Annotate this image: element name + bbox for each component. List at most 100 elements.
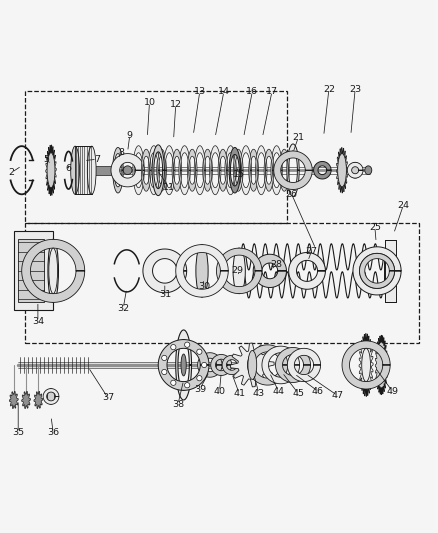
Text: 23: 23 — [348, 85, 360, 94]
Ellipse shape — [364, 166, 371, 175]
Polygon shape — [287, 349, 320, 382]
Polygon shape — [222, 356, 241, 375]
Polygon shape — [218, 149, 227, 191]
Polygon shape — [273, 151, 311, 189]
Polygon shape — [288, 253, 325, 289]
Circle shape — [196, 376, 201, 381]
Ellipse shape — [47, 389, 54, 405]
Polygon shape — [359, 253, 394, 288]
Polygon shape — [341, 341, 389, 389]
Text: 26: 26 — [285, 190, 297, 199]
Circle shape — [170, 380, 176, 385]
Text: 29: 29 — [230, 266, 243, 276]
Text: 15: 15 — [233, 170, 245, 179]
Text: 27: 27 — [305, 247, 317, 256]
Text: 44: 44 — [272, 387, 284, 395]
Text: 35: 35 — [12, 429, 24, 437]
Text: 13: 13 — [193, 87, 205, 96]
Text: 8: 8 — [118, 148, 124, 157]
Ellipse shape — [123, 166, 132, 175]
Polygon shape — [275, 348, 310, 383]
Text: 34: 34 — [32, 317, 44, 326]
Text: 39: 39 — [193, 384, 205, 393]
Ellipse shape — [180, 354, 186, 376]
Text: 10: 10 — [143, 98, 155, 107]
Polygon shape — [21, 391, 30, 409]
Text: 7: 7 — [94, 155, 100, 164]
Text: 17: 17 — [265, 87, 277, 96]
Text: 5: 5 — [43, 155, 49, 164]
Circle shape — [161, 356, 166, 360]
Text: 38: 38 — [171, 400, 184, 409]
Bar — [75, 146, 92, 195]
Text: 31: 31 — [159, 290, 170, 300]
Text: 43: 43 — [252, 389, 265, 398]
Ellipse shape — [337, 154, 346, 187]
Ellipse shape — [349, 163, 360, 178]
Polygon shape — [286, 144, 298, 197]
Circle shape — [170, 344, 176, 350]
Circle shape — [161, 369, 166, 375]
Polygon shape — [279, 149, 288, 191]
Polygon shape — [175, 245, 228, 297]
Polygon shape — [172, 149, 181, 191]
Polygon shape — [270, 146, 282, 195]
Polygon shape — [152, 145, 164, 196]
Polygon shape — [216, 248, 261, 294]
Text: 2: 2 — [9, 168, 14, 177]
Bar — [384, 240, 395, 302]
Ellipse shape — [48, 239, 58, 302]
Polygon shape — [346, 163, 362, 178]
Polygon shape — [336, 148, 347, 193]
Text: 49: 49 — [385, 387, 397, 395]
Polygon shape — [34, 391, 42, 409]
Polygon shape — [209, 146, 220, 195]
Text: 14: 14 — [217, 87, 230, 96]
Polygon shape — [264, 149, 273, 191]
Polygon shape — [133, 146, 144, 195]
Text: 36: 36 — [47, 429, 59, 437]
Bar — [18, 239, 44, 302]
Polygon shape — [233, 149, 243, 191]
Polygon shape — [163, 146, 174, 195]
Polygon shape — [240, 146, 251, 195]
Text: 40: 40 — [213, 387, 225, 395]
Polygon shape — [148, 146, 159, 195]
Polygon shape — [194, 146, 205, 195]
Polygon shape — [210, 354, 231, 375]
Polygon shape — [111, 154, 144, 187]
Text: 47: 47 — [331, 391, 343, 400]
Polygon shape — [255, 146, 266, 195]
Polygon shape — [113, 148, 123, 193]
Circle shape — [201, 362, 206, 368]
Polygon shape — [187, 149, 197, 191]
Polygon shape — [202, 149, 212, 191]
Ellipse shape — [247, 351, 256, 379]
Text: 6: 6 — [65, 164, 71, 173]
Bar — [14, 231, 53, 310]
Text: 46: 46 — [311, 387, 323, 395]
Ellipse shape — [71, 146, 79, 195]
Polygon shape — [248, 149, 258, 191]
Polygon shape — [158, 340, 208, 390]
Polygon shape — [224, 146, 236, 195]
Polygon shape — [229, 148, 240, 193]
Polygon shape — [46, 145, 56, 196]
Polygon shape — [247, 345, 287, 385]
Text: 11: 11 — [163, 183, 175, 192]
Polygon shape — [178, 146, 190, 195]
Text: 45: 45 — [292, 389, 304, 398]
Text: 25: 25 — [368, 223, 380, 232]
Polygon shape — [253, 254, 286, 287]
Polygon shape — [10, 391, 18, 409]
Polygon shape — [197, 353, 222, 377]
Text: 12: 12 — [170, 100, 181, 109]
Text: 32: 32 — [117, 304, 129, 312]
Ellipse shape — [233, 248, 245, 294]
Polygon shape — [230, 343, 274, 387]
Text: 9: 9 — [127, 131, 132, 140]
Text: 37: 37 — [102, 393, 114, 402]
Polygon shape — [352, 247, 400, 295]
Polygon shape — [156, 149, 166, 191]
Polygon shape — [43, 389, 59, 405]
